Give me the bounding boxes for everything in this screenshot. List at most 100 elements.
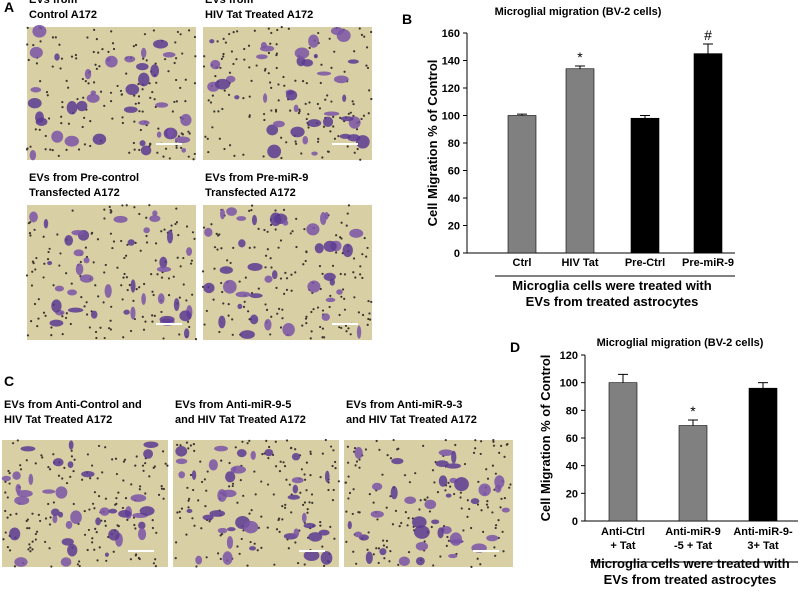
pore — [476, 503, 480, 506]
pore — [141, 315, 144, 318]
pore — [205, 556, 208, 559]
pore — [179, 33, 182, 36]
pore — [93, 28, 96, 31]
pore — [283, 464, 287, 468]
pore — [4, 509, 7, 513]
pore — [343, 273, 347, 276]
pore — [276, 312, 279, 315]
cell — [179, 310, 192, 322]
bar — [565, 68, 595, 254]
pore — [283, 292, 286, 295]
pore — [84, 246, 87, 249]
cell — [108, 529, 120, 541]
pore — [52, 453, 55, 456]
cell — [333, 75, 349, 84]
pore — [354, 464, 357, 467]
pore — [152, 562, 156, 565]
pore — [125, 254, 128, 257]
x-tick-label-line: + Tat — [610, 540, 636, 552]
pore — [38, 128, 41, 131]
pore — [141, 464, 145, 467]
pore — [236, 545, 239, 548]
pore — [193, 449, 196, 452]
pore — [144, 462, 147, 465]
pore — [88, 508, 91, 511]
cell — [123, 106, 138, 113]
cell — [349, 228, 364, 238]
x-tick-label-line: Anti-miR-9- — [733, 526, 793, 538]
cell — [478, 483, 491, 497]
pore — [174, 41, 177, 44]
pore — [192, 488, 195, 492]
cell — [259, 45, 275, 52]
cell — [365, 551, 373, 564]
bar — [693, 53, 723, 254]
cell — [218, 315, 226, 329]
pore — [79, 260, 82, 264]
pore — [217, 110, 220, 113]
pore — [332, 125, 335, 128]
pore — [201, 270, 205, 273]
pore — [247, 44, 251, 47]
pore — [133, 206, 136, 209]
pore — [82, 96, 85, 99]
pore — [231, 482, 235, 485]
pore — [492, 444, 496, 447]
pore — [216, 248, 219, 251]
image-caption: and HIV Tat Treated A172 — [175, 414, 306, 426]
pore — [116, 524, 119, 527]
pore — [192, 443, 195, 446]
cell — [138, 527, 147, 541]
pore — [37, 317, 40, 320]
pore — [319, 520, 322, 524]
pore — [70, 55, 74, 58]
pore — [318, 107, 322, 110]
pore — [160, 487, 164, 490]
pore — [337, 480, 340, 483]
pore — [207, 99, 210, 102]
pore — [200, 480, 204, 484]
cell — [320, 551, 333, 565]
pore — [358, 466, 361, 469]
pore — [299, 491, 302, 494]
pore — [160, 276, 164, 279]
pore — [174, 557, 177, 560]
pore — [279, 326, 283, 329]
pore — [236, 501, 239, 504]
pore — [294, 79, 297, 82]
pore — [151, 519, 154, 522]
image-caption: EVs from Pre-control — [29, 172, 139, 184]
pore — [300, 468, 303, 471]
pore — [167, 294, 171, 297]
pore — [51, 36, 55, 39]
significance-mark: * — [690, 403, 696, 419]
cell — [214, 78, 231, 90]
cell — [249, 314, 259, 325]
pore — [96, 238, 100, 241]
pore — [154, 242, 158, 245]
pore — [166, 464, 169, 467]
pore — [306, 511, 309, 514]
pore — [459, 496, 462, 499]
cell — [136, 63, 149, 71]
panel-label: D — [510, 339, 520, 355]
pore — [89, 477, 92, 480]
pore — [35, 62, 39, 65]
pore — [97, 494, 101, 498]
pore — [226, 259, 229, 262]
pore — [248, 439, 251, 442]
pore — [334, 460, 337, 464]
cell — [236, 216, 247, 221]
pore — [343, 297, 346, 300]
pore — [302, 503, 305, 506]
cell — [118, 509, 132, 518]
cell — [342, 94, 347, 102]
pore — [78, 560, 81, 563]
cell — [156, 266, 172, 273]
pore — [319, 81, 322, 85]
pore — [294, 541, 297, 544]
cell — [139, 140, 146, 147]
pore — [329, 445, 333, 448]
cell — [180, 113, 192, 126]
